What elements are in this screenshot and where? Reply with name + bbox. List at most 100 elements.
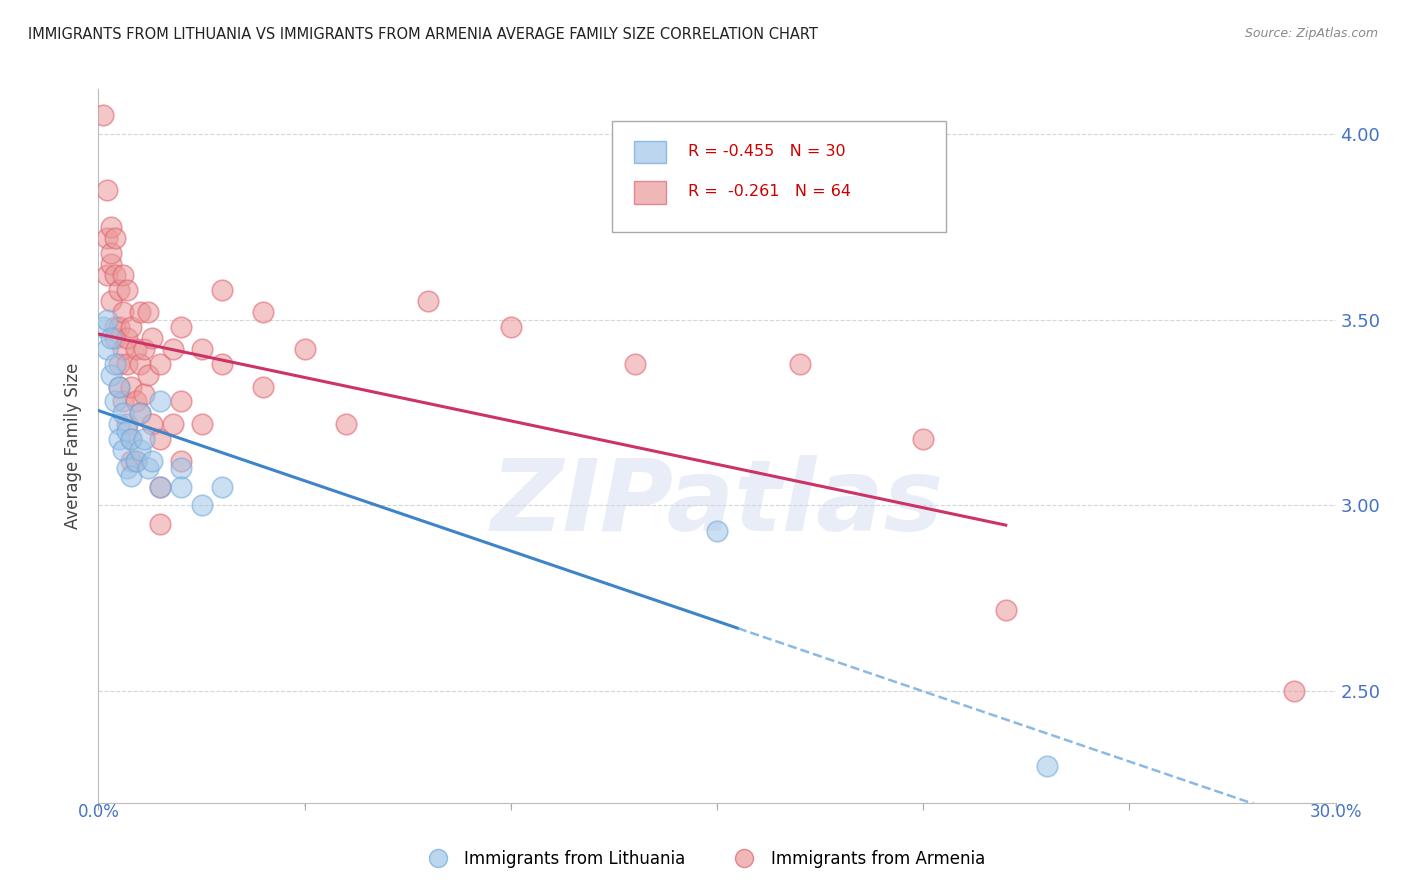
Point — [141, 454, 163, 468]
Point — [124, 454, 146, 468]
Point — [170, 394, 193, 409]
Point — [136, 461, 159, 475]
Point — [120, 468, 142, 483]
Point — [211, 480, 233, 494]
Point — [170, 454, 193, 468]
Point — [418, 293, 440, 308]
Point — [162, 417, 184, 431]
Point — [117, 461, 139, 475]
Point — [128, 305, 150, 319]
Point — [117, 357, 139, 371]
Point — [108, 432, 131, 446]
Text: ZIPatlas: ZIPatlas — [491, 455, 943, 551]
Point — [149, 480, 172, 494]
Point — [96, 268, 118, 282]
FancyBboxPatch shape — [634, 181, 666, 204]
Point — [128, 442, 150, 457]
Point — [117, 417, 139, 431]
Point — [112, 343, 135, 357]
Text: IMMIGRANTS FROM LITHUANIA VS IMMIGRANTS FROM ARMENIA AVERAGE FAMILY SIZE CORRELA: IMMIGRANTS FROM LITHUANIA VS IMMIGRANTS … — [28, 27, 818, 42]
Point — [117, 283, 139, 297]
Point — [190, 499, 212, 513]
Point — [96, 343, 118, 357]
Point — [136, 305, 159, 319]
Point — [120, 432, 142, 446]
Point — [108, 283, 131, 297]
Point — [170, 480, 193, 494]
Text: R =  -0.261   N = 64: R = -0.261 N = 64 — [688, 185, 851, 200]
Point — [104, 320, 127, 334]
Point — [211, 357, 233, 371]
Point — [335, 417, 357, 431]
Point — [170, 320, 193, 334]
Point — [211, 283, 233, 297]
Point — [190, 343, 212, 357]
Point — [120, 454, 142, 468]
Point — [96, 231, 118, 245]
Point — [190, 417, 212, 431]
Point — [994, 602, 1017, 616]
Point — [117, 331, 139, 345]
Point — [112, 305, 135, 319]
FancyBboxPatch shape — [612, 121, 946, 232]
Text: R = -0.455   N = 30: R = -0.455 N = 30 — [688, 144, 846, 159]
Point — [252, 379, 274, 393]
Point — [104, 357, 127, 371]
Point — [136, 368, 159, 383]
Point — [120, 379, 142, 393]
Point — [162, 343, 184, 357]
Point — [120, 320, 142, 334]
Point — [112, 405, 135, 419]
Y-axis label: Average Family Size: Average Family Size — [65, 363, 83, 529]
Point — [120, 432, 142, 446]
Point — [112, 268, 135, 282]
Point — [149, 357, 172, 371]
Point — [91, 108, 114, 122]
Point — [100, 245, 122, 260]
Point — [124, 454, 146, 468]
Point — [149, 516, 172, 531]
Point — [108, 379, 131, 393]
Point — [96, 182, 118, 196]
Point — [141, 331, 163, 345]
Point — [108, 320, 131, 334]
Point — [294, 343, 316, 357]
Point — [1284, 684, 1306, 698]
Point — [108, 357, 131, 371]
Point — [789, 357, 811, 371]
Point — [117, 424, 139, 438]
Point — [128, 405, 150, 419]
Text: 30.0%: 30.0% — [1309, 803, 1362, 821]
Point — [124, 343, 146, 357]
Point — [141, 417, 163, 431]
Point — [132, 387, 155, 401]
Point — [108, 379, 131, 393]
Point — [128, 357, 150, 371]
Point — [124, 394, 146, 409]
Point — [96, 312, 118, 326]
Point — [104, 394, 127, 409]
Point — [100, 368, 122, 383]
Point — [100, 219, 122, 234]
Text: 0.0%: 0.0% — [77, 803, 120, 821]
Point — [100, 331, 122, 345]
Point — [100, 293, 122, 308]
Point — [912, 432, 935, 446]
Point — [1036, 758, 1059, 772]
Point — [132, 343, 155, 357]
FancyBboxPatch shape — [634, 141, 666, 163]
Point — [252, 305, 274, 319]
Point — [132, 432, 155, 446]
Point — [149, 480, 172, 494]
Point — [149, 432, 172, 446]
Point — [706, 524, 728, 539]
Point — [104, 331, 127, 345]
Point — [623, 357, 645, 371]
Point — [499, 320, 522, 334]
Point — [149, 394, 172, 409]
Point — [91, 320, 114, 334]
Point — [100, 257, 122, 271]
Point — [104, 231, 127, 245]
Point — [170, 461, 193, 475]
Point — [128, 405, 150, 419]
